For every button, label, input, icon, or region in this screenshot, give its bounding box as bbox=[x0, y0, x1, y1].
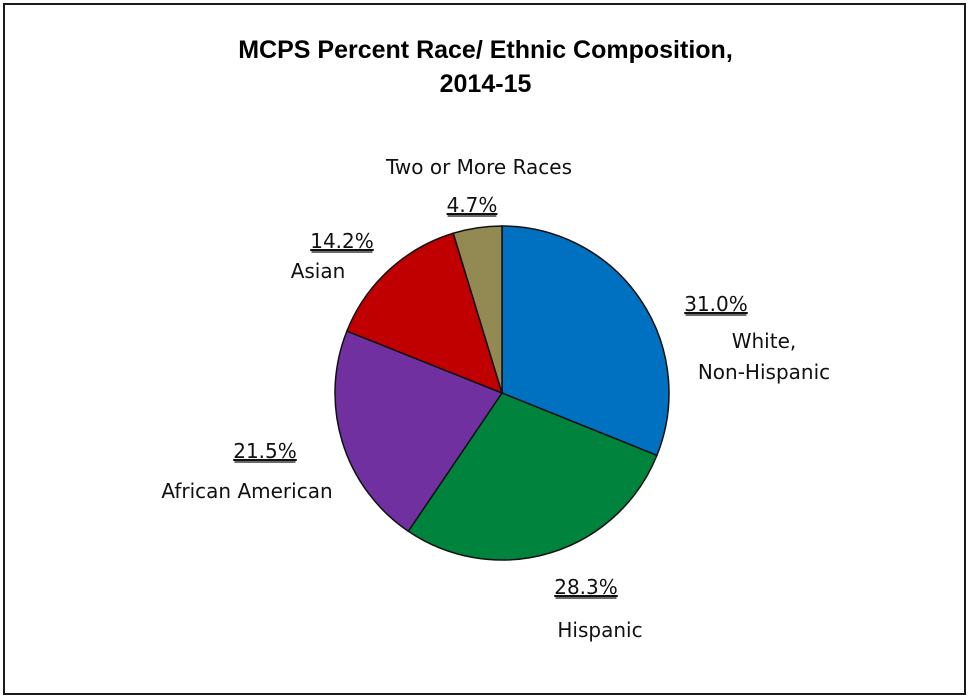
data-label-percent-two-or-more-races: 4.7% bbox=[447, 193, 498, 217]
pie-slice-asian bbox=[345, 232, 504, 395]
data-label-percent-asian: 14.2% bbox=[310, 229, 374, 253]
data-label-category-white-non-hispanic-line-1: White, bbox=[732, 329, 797, 353]
data-label-category-hispanic-line-1: Hispanic bbox=[557, 618, 642, 642]
chart-title-line-1: MCPS Percent Race/ Ethnic Composition, bbox=[238, 36, 733, 64]
pie-slice-two-or-more-races bbox=[452, 225, 503, 394]
data-label-percent-white-non-hispanic: 31.0% bbox=[684, 292, 748, 316]
data-label-category-two-or-more-races-line-1: Two or More Races bbox=[385, 155, 572, 179]
data-label-category-african-american-line-1: African American bbox=[161, 479, 332, 503]
pie-slice-african-american bbox=[334, 330, 504, 533]
data-label-category-asian-line-1: Asian bbox=[291, 259, 346, 283]
pie-slice-white-non-hispanic bbox=[501, 225, 670, 457]
chart-title-line-2: 2014-15 bbox=[439, 70, 532, 98]
pie-slice-hispanic bbox=[407, 392, 658, 561]
data-label-percent-african-american: 21.5% bbox=[233, 439, 297, 463]
data-label-percent-hispanic: 28.3% bbox=[554, 575, 618, 599]
data-label-category-white-non-hispanic-line-2: Non-Hispanic bbox=[698, 360, 830, 384]
